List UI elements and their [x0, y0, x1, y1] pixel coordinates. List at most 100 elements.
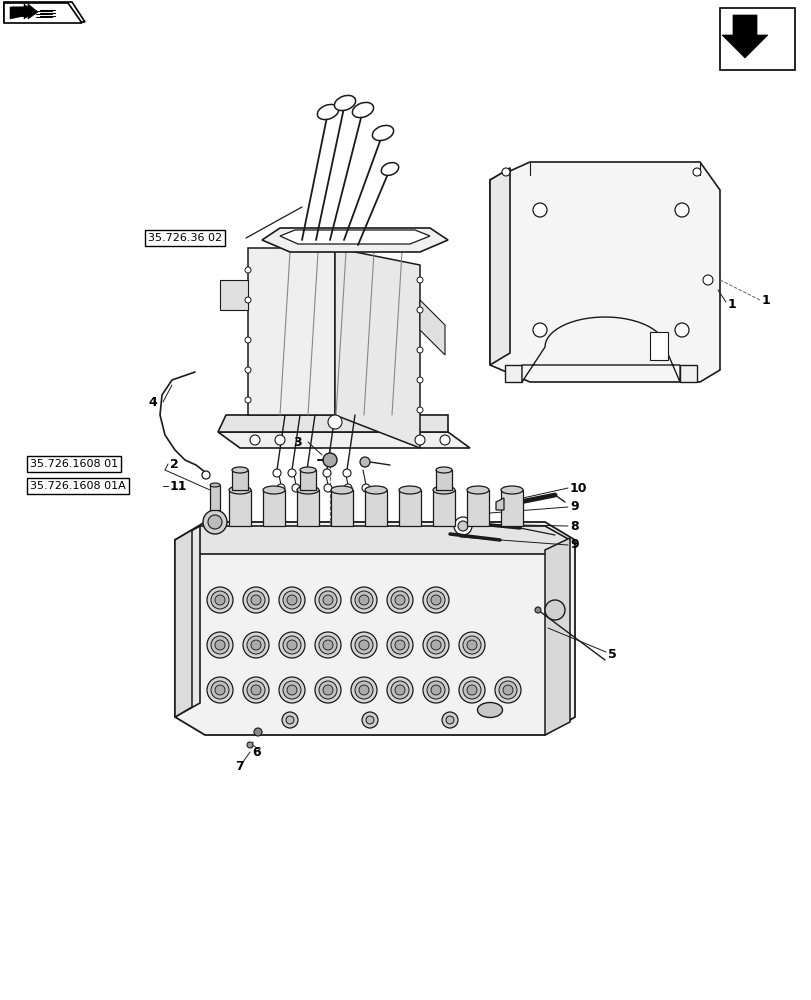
- Circle shape: [474, 510, 484, 520]
- Ellipse shape: [263, 486, 285, 494]
- Circle shape: [462, 681, 480, 699]
- Text: 3: 3: [293, 436, 301, 448]
- Polygon shape: [496, 498, 504, 510]
- Circle shape: [245, 397, 251, 403]
- Ellipse shape: [500, 486, 522, 494]
- Circle shape: [470, 506, 488, 524]
- Polygon shape: [232, 470, 247, 490]
- Polygon shape: [175, 526, 200, 717]
- Polygon shape: [679, 365, 696, 382]
- Polygon shape: [649, 332, 667, 360]
- Circle shape: [279, 587, 305, 613]
- Circle shape: [319, 591, 337, 609]
- Circle shape: [207, 632, 233, 658]
- Text: 8: 8: [569, 520, 578, 532]
- Ellipse shape: [334, 95, 355, 111]
- Circle shape: [445, 716, 453, 724]
- Ellipse shape: [210, 483, 220, 487]
- Circle shape: [674, 203, 689, 217]
- Circle shape: [417, 377, 423, 383]
- Ellipse shape: [372, 125, 393, 141]
- Ellipse shape: [436, 467, 452, 473]
- Circle shape: [391, 591, 409, 609]
- Polygon shape: [721, 15, 767, 58]
- Polygon shape: [500, 490, 522, 526]
- Circle shape: [431, 640, 440, 650]
- Circle shape: [323, 469, 331, 477]
- Polygon shape: [175, 530, 191, 717]
- Polygon shape: [432, 490, 454, 526]
- Circle shape: [453, 517, 471, 535]
- Circle shape: [211, 636, 229, 654]
- Circle shape: [427, 591, 444, 609]
- Polygon shape: [175, 526, 569, 554]
- Circle shape: [315, 587, 341, 613]
- Circle shape: [286, 685, 297, 695]
- Circle shape: [532, 203, 547, 217]
- Circle shape: [286, 595, 297, 605]
- Polygon shape: [280, 230, 430, 244]
- Text: 10: 10: [569, 482, 587, 494]
- Circle shape: [247, 591, 264, 609]
- Text: 9: 9: [569, 500, 578, 514]
- Circle shape: [692, 168, 700, 176]
- Circle shape: [544, 600, 564, 620]
- Circle shape: [427, 681, 444, 699]
- Circle shape: [431, 595, 440, 605]
- Circle shape: [215, 595, 225, 605]
- Circle shape: [354, 681, 372, 699]
- Polygon shape: [210, 485, 220, 510]
- Circle shape: [458, 677, 484, 703]
- Circle shape: [427, 636, 444, 654]
- Circle shape: [354, 591, 372, 609]
- Text: 11: 11: [169, 480, 187, 492]
- Polygon shape: [220, 280, 247, 310]
- Circle shape: [394, 595, 405, 605]
- Circle shape: [423, 587, 448, 613]
- Circle shape: [251, 595, 260, 605]
- Circle shape: [319, 681, 337, 699]
- Circle shape: [702, 275, 712, 285]
- Circle shape: [242, 677, 268, 703]
- Ellipse shape: [381, 163, 398, 175]
- Circle shape: [414, 435, 424, 445]
- Polygon shape: [436, 470, 452, 490]
- Circle shape: [245, 367, 251, 373]
- Circle shape: [279, 677, 305, 703]
- Ellipse shape: [477, 702, 502, 717]
- Polygon shape: [217, 432, 470, 448]
- Polygon shape: [263, 490, 285, 526]
- Ellipse shape: [365, 486, 387, 494]
- Ellipse shape: [466, 486, 488, 494]
- Circle shape: [307, 484, 315, 492]
- Circle shape: [417, 307, 423, 313]
- Circle shape: [391, 636, 409, 654]
- Text: 4: 4: [148, 395, 157, 408]
- Circle shape: [275, 435, 285, 445]
- Polygon shape: [299, 470, 315, 490]
- Circle shape: [466, 685, 476, 695]
- Circle shape: [303, 469, 311, 477]
- Circle shape: [502, 685, 513, 695]
- Circle shape: [242, 632, 268, 658]
- Circle shape: [358, 640, 368, 650]
- Circle shape: [674, 323, 689, 337]
- Circle shape: [215, 640, 225, 650]
- Circle shape: [457, 521, 467, 531]
- Circle shape: [247, 681, 264, 699]
- Polygon shape: [504, 365, 521, 382]
- Circle shape: [394, 685, 405, 695]
- Circle shape: [417, 277, 423, 283]
- Circle shape: [387, 632, 413, 658]
- Circle shape: [417, 407, 423, 413]
- Circle shape: [207, 587, 233, 613]
- Circle shape: [323, 595, 333, 605]
- Polygon shape: [331, 490, 353, 526]
- Circle shape: [362, 484, 370, 492]
- Circle shape: [499, 681, 517, 699]
- Circle shape: [292, 484, 299, 492]
- Circle shape: [362, 712, 378, 728]
- Circle shape: [323, 685, 333, 695]
- Circle shape: [394, 640, 405, 650]
- Circle shape: [359, 457, 370, 467]
